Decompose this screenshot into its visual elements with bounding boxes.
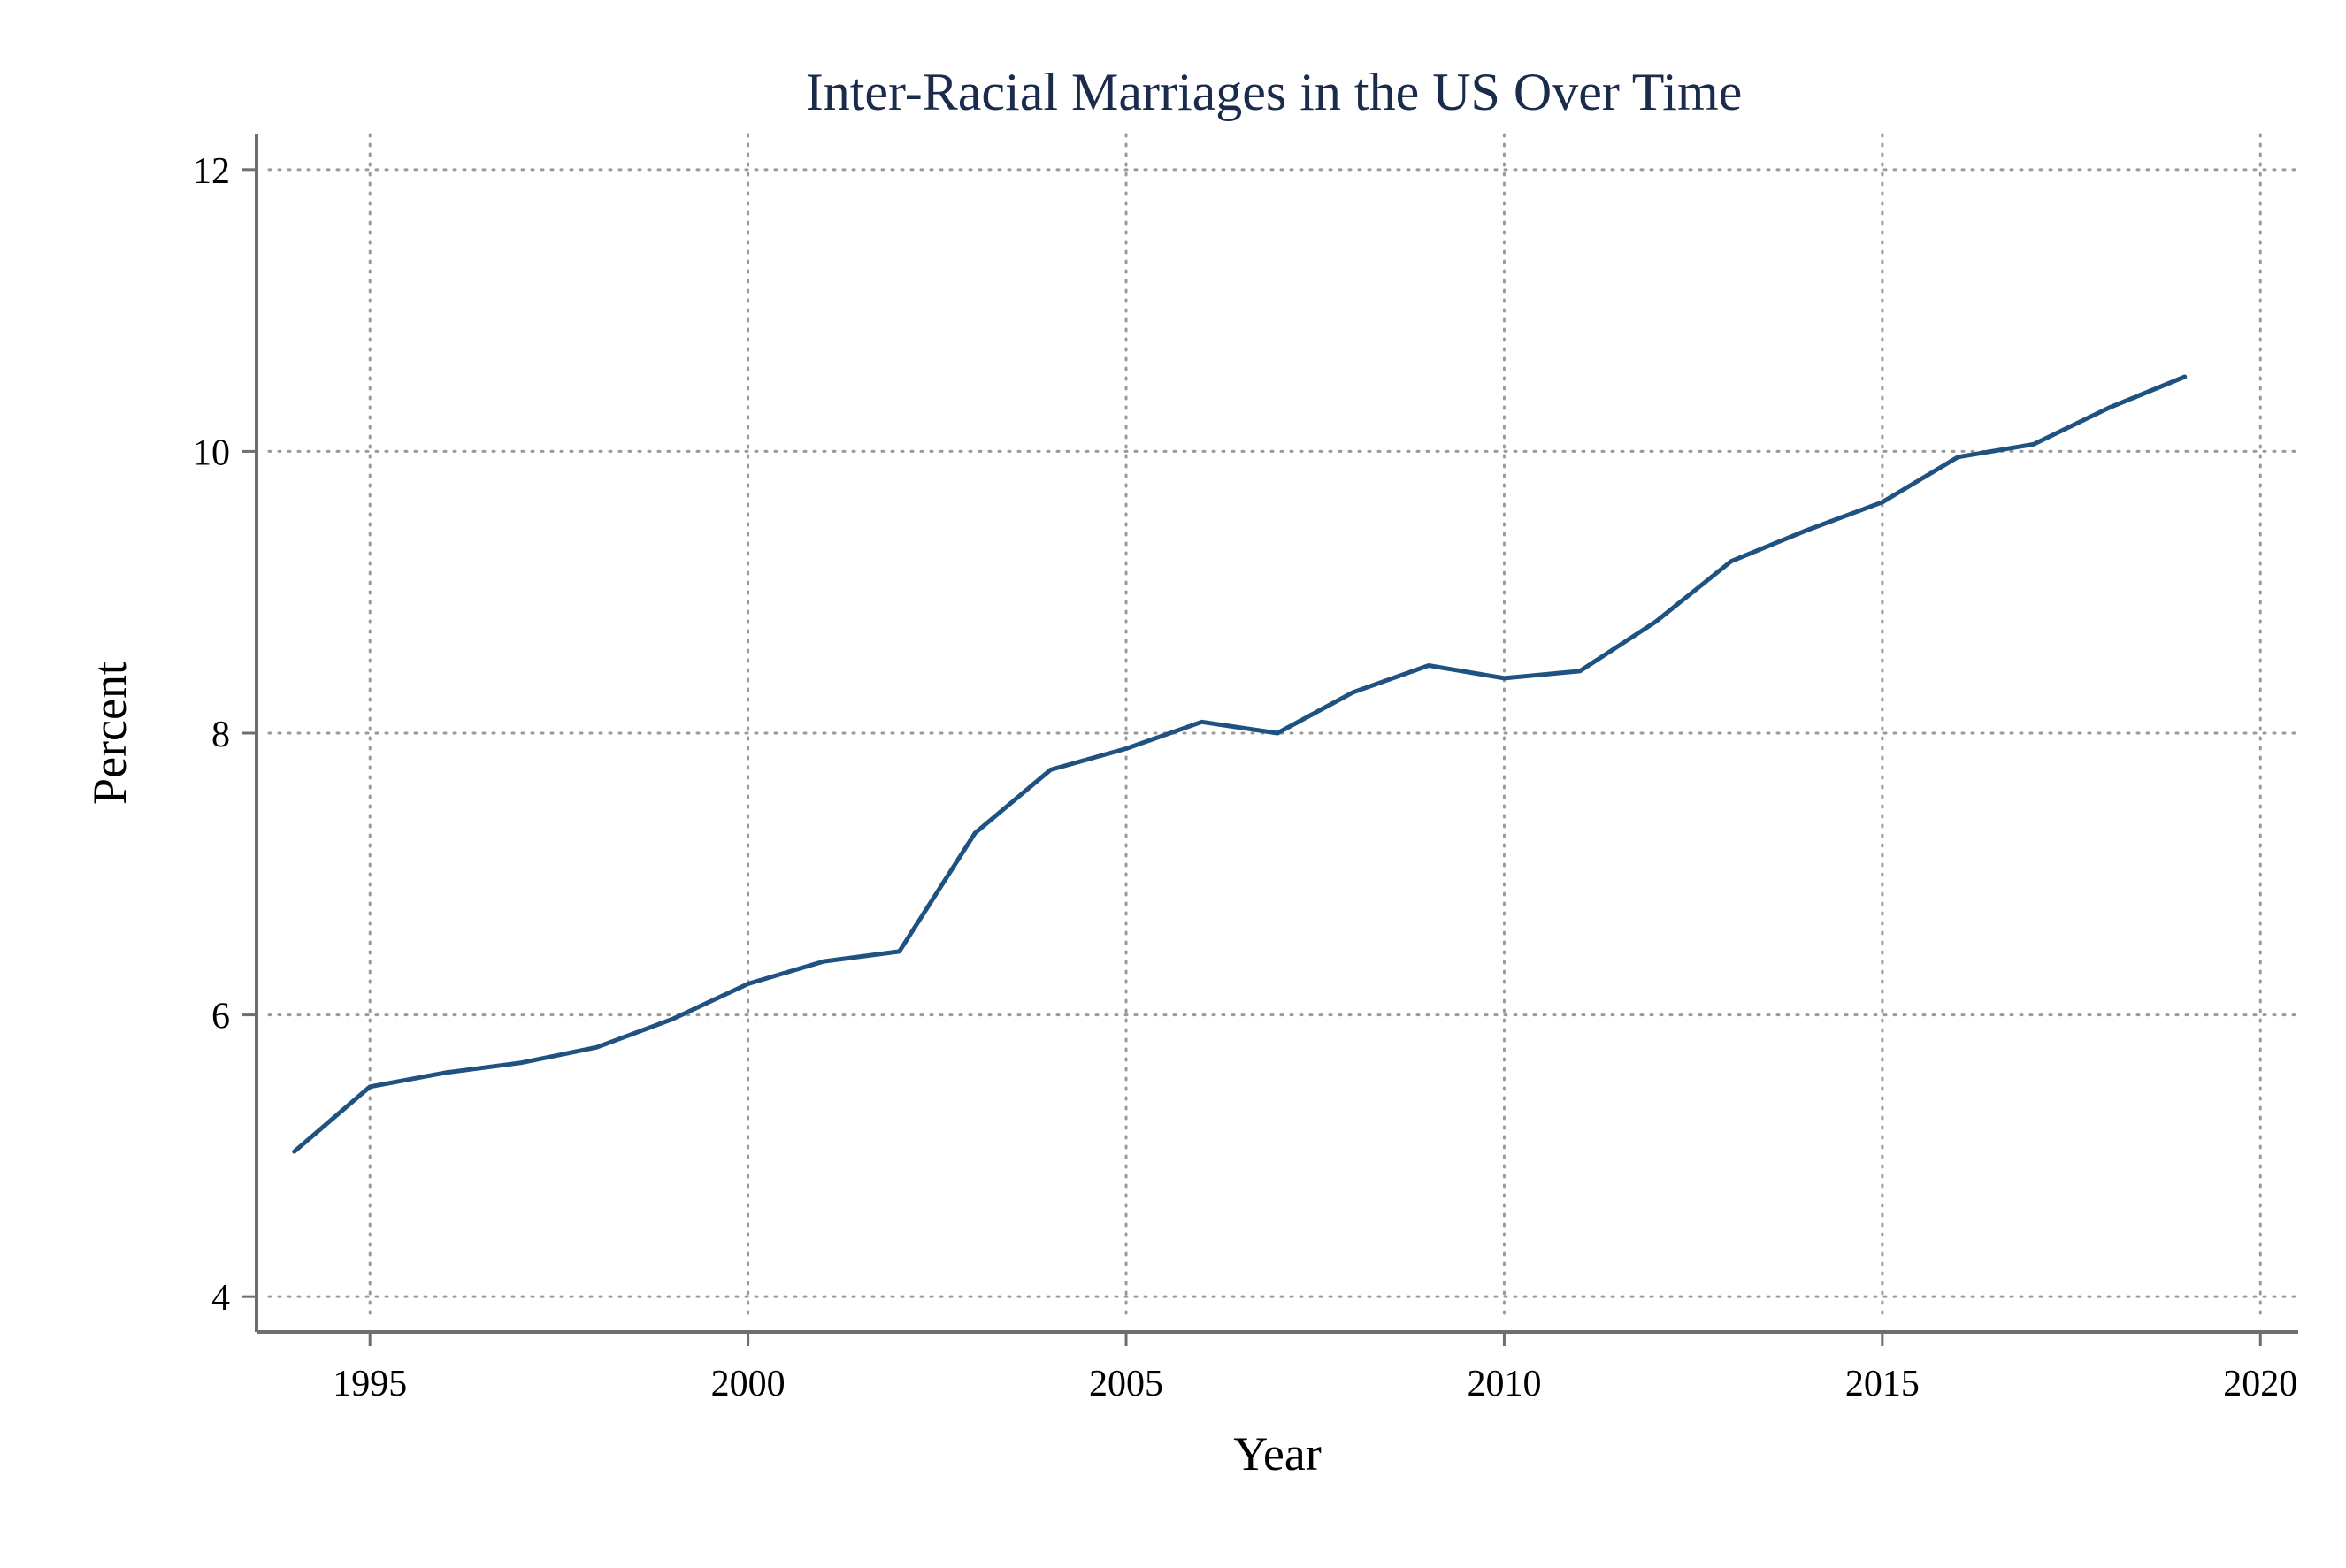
gridlines [267, 133, 2300, 1321]
data-point [1200, 720, 1204, 724]
data-point [1426, 663, 1430, 668]
data-point [292, 1150, 296, 1154]
data-point [1276, 731, 1280, 736]
x-axis-ticks: 1995 2000 2005 2010 2015 2020 [333, 1332, 2297, 1404]
data-point [368, 1084, 372, 1089]
data-point [594, 1045, 599, 1050]
x-axis-title: Year [1233, 1427, 1322, 1480]
data-point [1351, 690, 1355, 694]
data-point [1729, 559, 1733, 563]
y-tick-label: 10 [193, 432, 230, 473]
data-point [897, 949, 901, 953]
series-line [292, 374, 2188, 1154]
data-point [1502, 676, 1506, 680]
series-group [292, 374, 2188, 1154]
x-tick-label: 2020 [2223, 1364, 2297, 1404]
y-tick-label: 8 [211, 715, 230, 755]
data-point [2182, 374, 2187, 379]
data-point [746, 982, 750, 986]
data-point [1124, 746, 1129, 751]
y-axis-ticks: 4 6 8 10 12 [193, 151, 257, 1319]
x-tick-label: 2015 [1845, 1364, 1920, 1404]
data-point [973, 831, 978, 836]
y-tick-label: 6 [211, 997, 230, 1037]
x-tick-label: 2010 [1467, 1364, 1541, 1404]
data-point [519, 1060, 524, 1065]
data-point [443, 1070, 448, 1075]
data-point [1577, 669, 1582, 673]
data-point [1048, 768, 1053, 772]
data-point [822, 960, 826, 964]
y-tick-label: 12 [193, 151, 230, 192]
data-point [2031, 442, 2036, 447]
data-point [1956, 455, 1960, 459]
x-tick-label: 2000 [711, 1364, 786, 1404]
data-point [1653, 620, 1658, 624]
chart-title: Inter-Racial Marriages in the US Over Ti… [806, 63, 1743, 121]
x-tick-label: 1995 [333, 1364, 407, 1404]
data-point [2107, 406, 2112, 410]
y-tick-label: 4 [211, 1278, 230, 1319]
data-point [1805, 528, 1809, 532]
data-point [1880, 500, 1884, 504]
data-point [671, 1017, 675, 1021]
x-tick-label: 2005 [1089, 1364, 1163, 1404]
y-axis-title: Percent [83, 662, 136, 805]
